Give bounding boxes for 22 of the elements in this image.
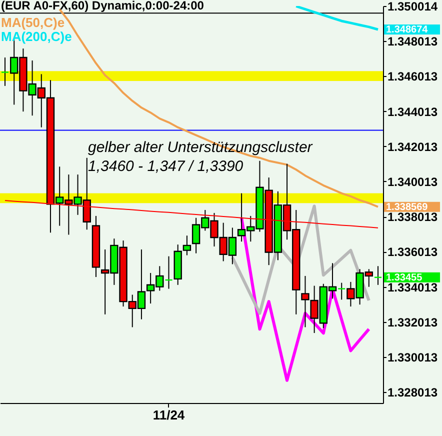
series-label: MA(50,C)e — [1, 15, 65, 30]
candlestick — [301, 275, 310, 328]
candlestick — [182, 235, 192, 256]
x-tick-label: 11/24 — [152, 408, 186, 422]
y-tick-label: 1.346013 — [388, 70, 438, 84]
line-series — [294, 6, 380, 31]
y-tick-label: 1.338013 — [388, 210, 438, 224]
y-tick-label: 1.332013 — [388, 315, 438, 330]
data-label: 1.338569 — [386, 202, 428, 213]
data-label: 1.348674 — [386, 24, 428, 36]
y-tick-label: 1.328013 — [388, 386, 438, 400]
y-tick-label: 1.330013 — [388, 350, 438, 364]
line-series — [240, 216, 370, 382]
y-tick-label: 1.344013 — [388, 104, 438, 119]
y-tick-label: 1.350014 — [388, 0, 438, 14]
y-tick-label: 1.336013 — [388, 245, 438, 260]
text: MA(200,C)e — [1, 29, 72, 44]
y-tick-label: 1.342013 — [388, 140, 438, 154]
chart-title: (EUR A0-FX,60) Dynamic,0:00-24:00 — [1, 0, 204, 12]
annotation: 1,3460 - 1,347 / 1,3390 — [88, 158, 244, 175]
y-tick-label: 1.340013 — [388, 174, 438, 189]
y-tick-label: 1.348013 — [388, 34, 438, 49]
